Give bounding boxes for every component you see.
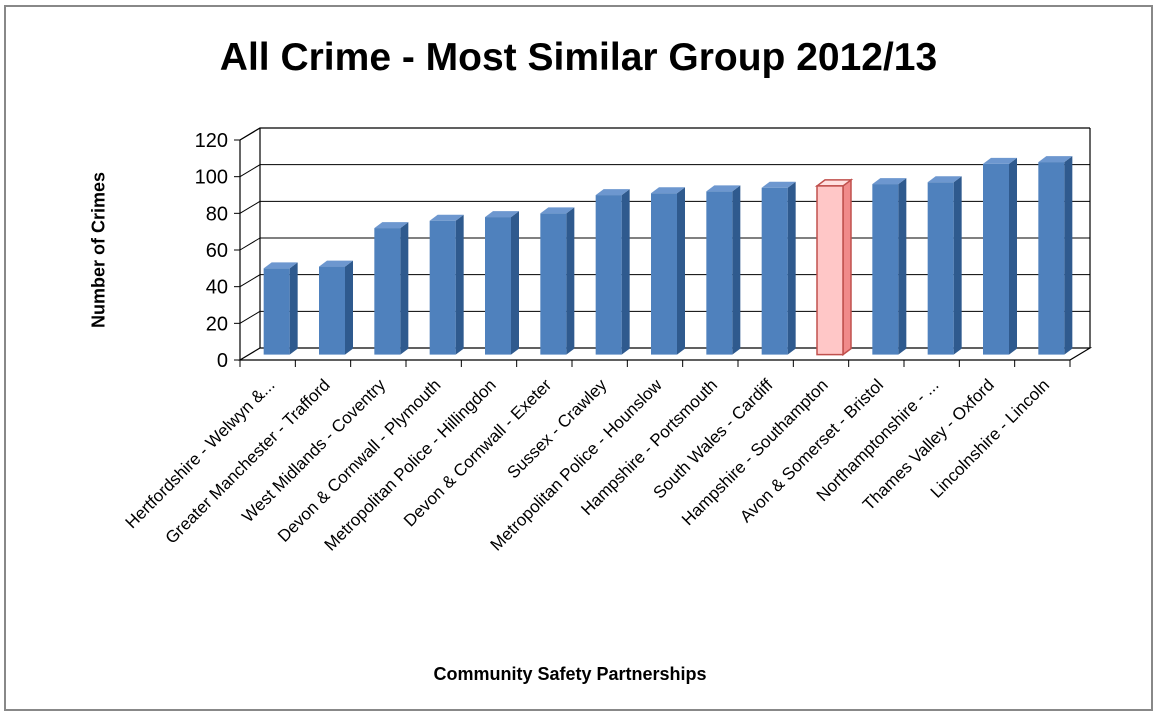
bar (319, 260, 353, 355)
bar-front (872, 184, 899, 355)
bar-top (1038, 156, 1073, 163)
chart-frame (4, 5, 1153, 711)
bar (872, 178, 907, 355)
y-tick-labels: 0 20 40 60 80 100 120 (195, 130, 228, 372)
bar-top (983, 157, 1017, 164)
bars (263, 156, 1073, 357)
gridline-depth (239, 127, 261, 141)
bar-top (429, 214, 464, 221)
bar-front (263, 268, 290, 355)
bar-front (927, 182, 954, 355)
y-tick-label: 120 (195, 130, 228, 152)
bar-top (319, 260, 353, 267)
gridline-depth (239, 164, 261, 178)
bar (651, 187, 685, 355)
bar-side (1009, 157, 1017, 355)
x-tick-label: Sussex - Crawley (504, 375, 611, 482)
bar-side (400, 222, 409, 355)
bar-front (540, 213, 567, 355)
bar-side (345, 260, 353, 355)
bar-front (816, 185, 844, 356)
bar-top (706, 185, 741, 192)
bar-top (595, 189, 630, 196)
bar-top (651, 187, 685, 194)
bar-side (289, 262, 298, 355)
bar (814, 178, 854, 357)
bar-side (677, 187, 685, 355)
bar-side (842, 178, 852, 357)
bar (927, 176, 962, 355)
bar (761, 181, 796, 355)
bar-side (732, 185, 741, 355)
bar-top (485, 211, 519, 218)
bar-side (898, 178, 907, 355)
y-tick-label: 20 (206, 313, 228, 335)
y-tick-label: 100 (195, 167, 228, 189)
bar (983, 157, 1017, 355)
bar-top (872, 178, 907, 185)
bar-front (983, 163, 1009, 355)
gridline-depth (239, 274, 261, 288)
bar-top (263, 262, 298, 269)
bar (263, 262, 298, 355)
bar (485, 211, 519, 355)
back-wall-top (239, 127, 1090, 141)
bar-front (761, 187, 788, 355)
bar-front (706, 191, 733, 355)
bar-front (651, 193, 677, 355)
bar-top (927, 176, 962, 183)
bar-side (621, 189, 630, 355)
bar (540, 207, 575, 355)
bar-top (540, 207, 575, 214)
x-axis-label: Community Safety Partnerships (433, 664, 707, 684)
y-tick-label: 60 (206, 240, 228, 262)
y-tick-label: 0 (217, 350, 228, 372)
y-tick-label: 40 (206, 277, 228, 299)
bar-side (455, 214, 464, 355)
bar (1038, 156, 1073, 355)
bar (595, 189, 630, 355)
bar-side (787, 181, 796, 355)
bar (429, 214, 464, 355)
bar-side (511, 211, 519, 355)
bar-front (374, 228, 401, 355)
bar-front (1038, 162, 1065, 355)
x-tick-labels: Hertfordshire - Welwyn &...Greater Manch… (122, 375, 1054, 555)
bar-front (485, 217, 511, 355)
bar-front (429, 220, 456, 355)
y-tick-label: 80 (206, 203, 228, 225)
bar-front (595, 195, 622, 355)
bar-side (566, 207, 575, 355)
bar-top (761, 181, 796, 188)
bar-top (374, 222, 409, 229)
bar (374, 222, 409, 355)
bar (706, 185, 741, 355)
bar-side (953, 176, 962, 355)
bar-front (319, 266, 345, 355)
gridline-depth (239, 310, 261, 324)
gridline-depth (239, 237, 261, 251)
chart-title: All Crime - Most Similar Group 2012/13 (219, 36, 938, 79)
gridline-depth (239, 200, 261, 214)
bar-side (1064, 156, 1073, 355)
